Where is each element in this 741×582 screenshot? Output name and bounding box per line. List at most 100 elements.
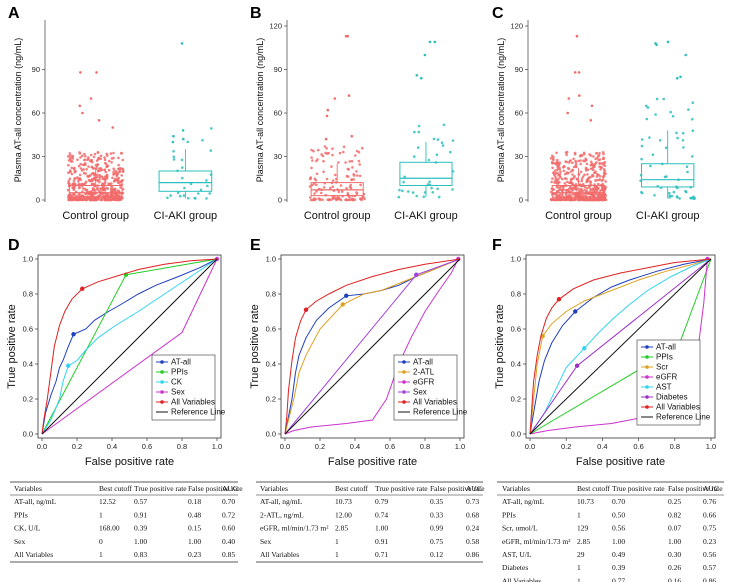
data-point: [330, 198, 333, 201]
outlier-point: [415, 74, 419, 77]
data-point: [581, 193, 585, 196]
y-tick-label: 60: [274, 109, 282, 118]
panel-label-F: F: [492, 237, 502, 254]
data-point: [352, 173, 355, 176]
data-point: [575, 177, 579, 181]
data-point: [574, 159, 577, 163]
data-point: [100, 198, 103, 202]
data-point: [572, 165, 576, 169]
data-point: [553, 181, 556, 184]
data-point: [98, 194, 101, 197]
panel-label-E: E: [250, 237, 261, 254]
table-cell: 0.58: [466, 537, 479, 546]
roc-curve-scr: [529, 258, 712, 435]
data-point: [78, 192, 81, 196]
data-point: [569, 186, 573, 190]
data-point: [604, 172, 607, 176]
data-point: [334, 173, 337, 177]
outlier-point: [567, 97, 571, 100]
data-point: [345, 187, 348, 190]
y-tick-label: 0.6: [511, 325, 521, 334]
roc-panel-F: 0.0 0.0 0.2 0.2 0.4 0.4 0.6 0.6 0.8 0.8 1.0 1.0 Fals…: [494, 255, 716, 469]
cutoff-marker: [414, 272, 419, 277]
data-point: [312, 149, 315, 153]
data-point: [582, 159, 585, 162]
data-point: [106, 154, 109, 157]
x-tick-label: 0.8: [177, 442, 187, 451]
data-point: [681, 139, 685, 142]
table-cell: 0.30: [668, 550, 681, 559]
data-point: [555, 151, 558, 155]
data-point: [89, 193, 93, 197]
cutoff-marker: [574, 363, 580, 368]
x-tick-label: 0.4: [350, 442, 360, 451]
data-point: [562, 169, 566, 173]
data-point: [422, 195, 426, 199]
data-point: [342, 150, 345, 154]
data-point: [411, 191, 415, 194]
data-point: [572, 176, 576, 179]
outlier-point: [589, 119, 593, 122]
data-point: [176, 191, 180, 195]
table-cell: 0.66: [703, 510, 716, 519]
data-point: [598, 158, 602, 161]
data-point: [112, 156, 115, 160]
data-point: [577, 159, 580, 163]
data-point: [310, 148, 313, 152]
data-point: [87, 165, 90, 168]
outlier-point: [182, 137, 185, 141]
legend-marker: [160, 400, 164, 404]
data-point: [571, 173, 574, 176]
legend-marker: [402, 360, 406, 364]
data-point: [593, 171, 596, 174]
data-point: [68, 177, 72, 181]
y-tick-label: 0.0: [511, 430, 521, 439]
data-point: [331, 185, 335, 188]
data-point: [348, 196, 351, 199]
data-point: [574, 197, 577, 201]
data-point: [685, 190, 688, 194]
table-header-cell: AUC: [466, 484, 482, 493]
data-point: [310, 166, 313, 170]
data-point: [116, 194, 119, 198]
outlier-point: [423, 53, 427, 57]
table-cell: 1.00: [375, 524, 388, 533]
outlier-point: [420, 76, 423, 80]
data-point: [571, 189, 575, 192]
data-point: [352, 178, 356, 181]
table-cell: 0.91: [134, 510, 147, 519]
data-point: [351, 198, 355, 202]
data-point: [662, 97, 665, 101]
legend-marker: [645, 365, 649, 369]
data-point: [111, 176, 114, 180]
data-point: [359, 183, 362, 187]
data-point: [350, 178, 353, 181]
data-point: [691, 155, 694, 158]
data-point: [590, 188, 593, 192]
data-point: [451, 188, 454, 191]
data-point: [109, 152, 113, 155]
y-tick-label: 0.0: [266, 430, 276, 439]
data-point: [181, 166, 184, 169]
y-tick-label: 90: [274, 65, 282, 74]
data-point: [403, 175, 406, 179]
data-point: [91, 171, 95, 175]
data-point: [309, 176, 313, 179]
data-point: [346, 198, 350, 202]
table-cell: 0.33: [430, 510, 443, 519]
legend-box: [151, 354, 216, 421]
data-point: [585, 169, 588, 172]
data-point: [583, 173, 586, 177]
data-point: [96, 157, 100, 161]
data-point: [325, 177, 329, 181]
table-cell: 0.99: [430, 524, 443, 533]
table-cell: 0.75: [703, 524, 716, 533]
data-point: [90, 165, 94, 169]
data-point: [178, 194, 182, 198]
roc-curve-all-variables: [284, 258, 461, 435]
data-point: [600, 166, 603, 169]
x-category-label: Control group: [62, 210, 129, 222]
outlier-point: [95, 71, 98, 74]
